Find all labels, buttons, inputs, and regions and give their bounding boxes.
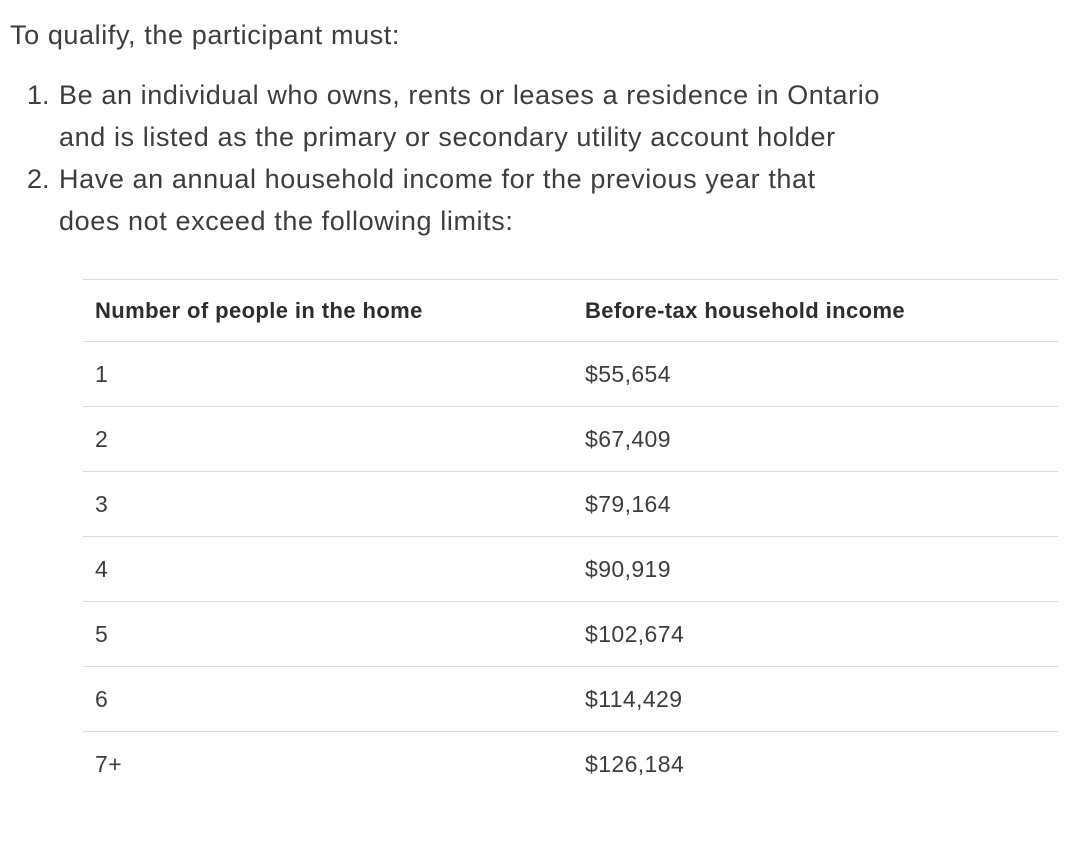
people-cell: 4: [83, 536, 573, 602]
people-cell: 5: [83, 601, 573, 667]
income-limits-table: Number of people in the home Before-tax …: [83, 279, 1058, 796]
requirement-1-line-2: and is listed as the primary or secondar…: [59, 122, 836, 152]
table-row: 2 $67,409: [83, 406, 1058, 472]
table-row: 7+ $126,184: [83, 732, 1058, 797]
intro-text: To qualify, the participant must:: [10, 20, 400, 50]
people-cell: 7+: [95, 751, 123, 777]
table-row: 4 $90,919: [83, 536, 1058, 602]
income-cell: $102,674: [573, 601, 1058, 667]
table-row: 1 $55,654: [83, 341, 1058, 407]
header-income-column: Before-tax household income: [573, 279, 1058, 342]
people-cell: 6: [83, 666, 573, 732]
people-cell: 3: [83, 471, 573, 537]
table-row: 5 $102,674: [83, 601, 1058, 667]
income-cell: $114,429: [573, 666, 1058, 732]
requirements-list: Be an individual who owns, rents or leas…: [10, 74, 1070, 242]
table-row: 6 $114,429: [83, 666, 1058, 732]
requirement-2-line-1: Have an annual household income for the …: [59, 164, 816, 194]
income-cell: $55,654: [573, 341, 1058, 407]
requirement-1-line-1: Be an individual who owns, rents or leas…: [59, 80, 880, 110]
table-header-row: Number of people in the home Before-tax …: [83, 279, 1058, 342]
requirement-item-2: Have an annual household income for the …: [57, 158, 1070, 242]
people-cell: 1: [83, 341, 573, 407]
income-cell: $67,409: [573, 406, 1058, 472]
income-cell: $79,164: [573, 471, 1058, 537]
people-cell: 2: [83, 406, 573, 472]
requirement-item-1: Be an individual who owns, rents or leas…: [57, 74, 1070, 158]
income-cell: $90,919: [573, 536, 1058, 602]
table-row: 3 $79,164: [83, 471, 1058, 537]
requirement-2-line-2: does not exceed the following limits:: [59, 206, 514, 236]
eligibility-content: To qualify, the participant must: Be an …: [0, 0, 1080, 796]
income-cell: $126,184: [585, 751, 685, 777]
header-people-column: Number of people in the home: [83, 279, 573, 342]
